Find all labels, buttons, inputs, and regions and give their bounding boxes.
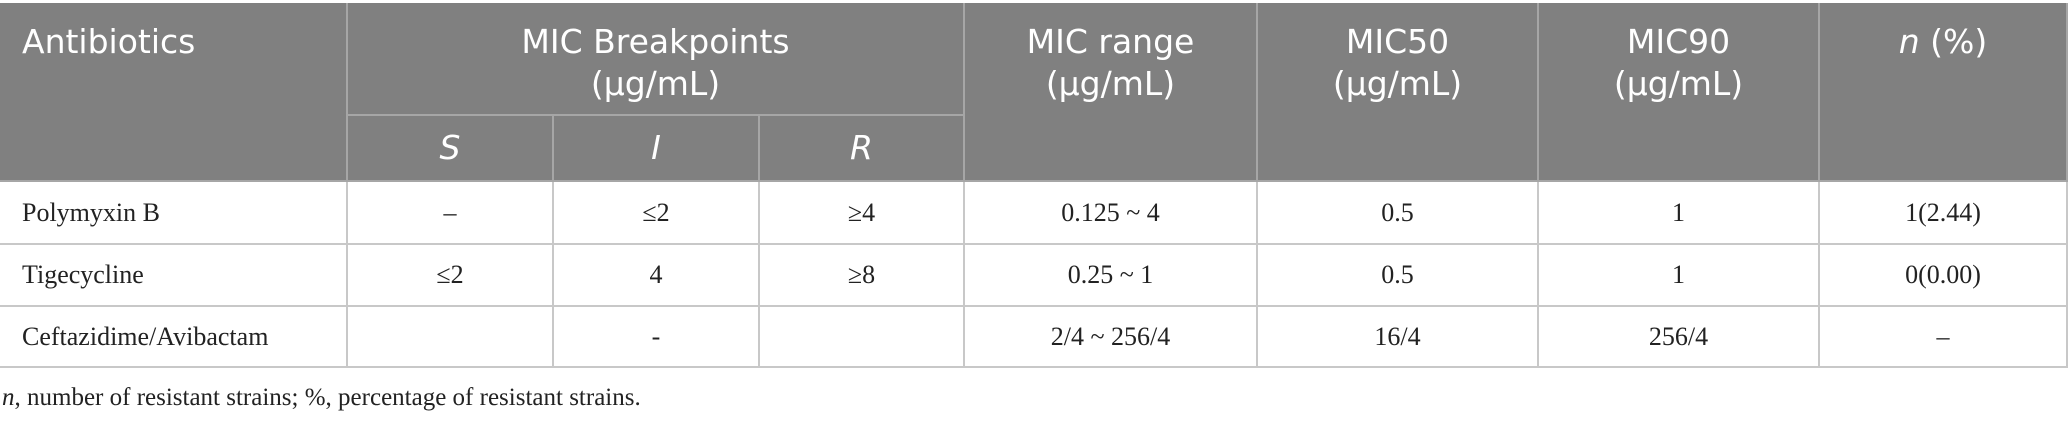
table-cell: 2/4 ~ 256/4: [965, 307, 1258, 368]
header-cell: MIC Breakpoints (μg/mL): [348, 3, 965, 116]
table-cell: ≥8: [760, 245, 965, 307]
footnote: n, number of resistant strains; %, perce…: [2, 384, 641, 412]
footnote-text: , number of resistant strains; %, percen…: [14, 384, 641, 411]
header-cell: MIC range (μg/mL): [965, 3, 1258, 182]
cell-text: n (%): [1899, 21, 1988, 63]
header-cell: n (%): [1820, 3, 2068, 182]
table-cell: 0.25 ~ 1: [965, 245, 1258, 307]
table-cell: –: [348, 182, 554, 245]
table-cell: ≥4: [760, 182, 965, 245]
table-cell: 1: [1539, 245, 1820, 307]
subheader-cell: I: [554, 116, 760, 182]
header-cell: Antibiotics: [0, 3, 348, 182]
table-cell: 0.5: [1258, 182, 1539, 245]
table-cell: -: [554, 307, 760, 368]
table-cell: ≤2: [554, 182, 760, 245]
table-cell: Ceftazidime/Avibactam: [0, 307, 348, 368]
table-cell: 1(2.44): [1820, 182, 2068, 245]
table-cell: [348, 307, 554, 368]
header-cell: MIC90 (μg/mL): [1539, 3, 1820, 182]
table-cell: 0.125 ~ 4: [965, 182, 1258, 245]
table-cell: 1: [1539, 182, 1820, 245]
table-cell: Polymyxin B: [0, 182, 348, 245]
table-cell: Tigecycline: [0, 245, 348, 307]
table-cell: 16/4: [1258, 307, 1539, 368]
table-cell: ≤2: [348, 245, 554, 307]
plain-text: (%): [1919, 22, 1988, 61]
footnote-italic: n: [2, 384, 15, 411]
table-cell: 0.5: [1258, 245, 1539, 307]
table-cell: 0(0.00): [1820, 245, 2068, 307]
italic-text: n: [1898, 22, 1920, 61]
table-cell: 256/4: [1539, 307, 1820, 368]
subheader-cell: S: [348, 116, 554, 182]
subheader-cell: R: [760, 116, 965, 182]
table-cell: 4: [554, 245, 760, 307]
header-cell: MIC50 (μg/mL): [1258, 3, 1539, 182]
table-cell: [760, 307, 965, 368]
table-cell: –: [1820, 307, 2068, 368]
